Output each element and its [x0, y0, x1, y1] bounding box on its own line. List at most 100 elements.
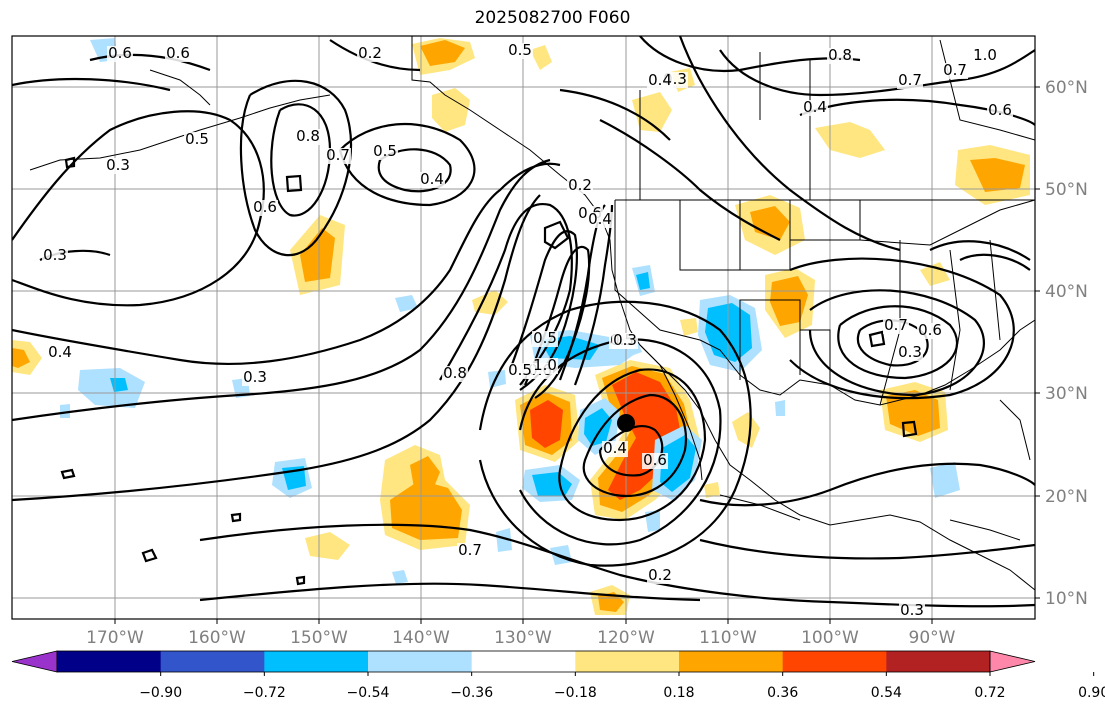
- contour-label: 0.6: [108, 44, 132, 62]
- colorbar: [11, 650, 1036, 673]
- contour-label: 0.3: [43, 246, 67, 264]
- shade-orange: [970, 158, 1025, 192]
- contour-label-bg: [165, 46, 191, 62]
- contour-label: 0.7: [884, 316, 908, 334]
- lon-tick-label: 170°W: [86, 628, 144, 648]
- contour-label-bg: [252, 200, 278, 216]
- contour-label-bg: [612, 333, 638, 349]
- colorbar-segment: [782, 651, 887, 672]
- colorbar-tick-label: 0.36: [767, 685, 798, 701]
- lon-tick-label: 140°W: [392, 628, 450, 648]
- contour-label: 1.0: [533, 356, 557, 374]
- shade-orange: [410, 456, 440, 492]
- shade-yellow: [432, 88, 470, 132]
- shade-orange: [420, 40, 465, 66]
- contour-label: 0.4: [588, 210, 612, 228]
- colorbar-tick-label: 0.90: [1078, 685, 1105, 701]
- colorbar-segment: [264, 651, 369, 672]
- contour-label-bg: [47, 345, 73, 361]
- shade-orange: [598, 592, 624, 612]
- shade-orange: [300, 228, 335, 282]
- colorbar-tick-label: −0.90: [139, 685, 182, 701]
- contour-label: 0.3: [243, 368, 267, 386]
- contour-label-bg: [184, 132, 210, 148]
- shade-cyan: [584, 408, 612, 446]
- contour-label: 0.4: [648, 71, 672, 89]
- contour-label: 0.4: [803, 98, 827, 116]
- colorbar-tick-label: −0.54: [347, 685, 390, 701]
- coastlines-and-borders: [29, 36, 1035, 591]
- colorbar-extend-low: [11, 650, 58, 673]
- contour-label-bg: [532, 331, 558, 347]
- colorbar-segment: [57, 651, 162, 672]
- shade-yellow: [920, 262, 950, 286]
- contour-label: 0.6: [988, 101, 1012, 119]
- contour-label: 0.8: [296, 127, 320, 145]
- lat-tick-label: 30°N: [1045, 384, 1088, 404]
- contour-label-bg: [419, 172, 445, 188]
- shade-orange: [750, 206, 790, 240]
- contour-label-bg: [242, 370, 268, 386]
- lon-tick-label: 90°W: [909, 628, 956, 648]
- shade-yellow: [704, 482, 720, 498]
- lat-tick-label: 20°N: [1045, 487, 1088, 507]
- contour-label-bg: [325, 148, 351, 164]
- contour-label-bg: [442, 366, 468, 382]
- colorbar-segment: [368, 651, 473, 672]
- contour-label: 0.8: [443, 364, 467, 382]
- contour-label-bg: [587, 212, 613, 228]
- colorbar-segment: [886, 651, 991, 672]
- contour-label-bg: [897, 73, 923, 89]
- contour-label: 0.6: [918, 321, 942, 339]
- shade-lightblue: [775, 400, 785, 416]
- shade-red: [530, 400, 563, 448]
- shade-lightblue: [930, 462, 960, 498]
- colorbar-tick-label: 0.72: [974, 685, 1005, 701]
- storm-center-marker: [617, 414, 635, 432]
- lon-tick-label: 160°W: [188, 628, 246, 648]
- contour-label-bg: [602, 441, 628, 457]
- colorbar-tick-label: −0.36: [450, 685, 493, 701]
- contour-label-bg: [532, 358, 558, 374]
- colorbar-tick-label: 0.18: [663, 685, 694, 701]
- contour-label: 0.3: [106, 156, 130, 174]
- contour-label-bg: [507, 363, 533, 379]
- contour-label-bg: [457, 543, 483, 559]
- lat-tick-label: 40°N: [1045, 282, 1088, 302]
- contour-label-bg: [647, 73, 673, 89]
- colorbar-segment: [575, 651, 680, 672]
- colorbar-tick-label: −0.72: [243, 685, 286, 701]
- shade-yellow: [732, 412, 760, 448]
- contour-label: 0.5: [533, 329, 557, 347]
- contour-label-bg: [507, 43, 533, 59]
- contour-label: 0.6: [253, 198, 277, 216]
- latitude-tick-labels: 60°N 50°N 40°N 30°N 20°N 10°N: [1035, 78, 1088, 609]
- shade-orange: [886, 390, 940, 436]
- contour-label: 0.5: [373, 142, 397, 160]
- contour-label-bg: [897, 345, 923, 361]
- contour-label-bg: [802, 100, 828, 116]
- shade-cyan: [636, 272, 650, 290]
- contour-label: 1.0: [973, 46, 997, 64]
- contour-label: 0.3: [613, 331, 637, 349]
- lon-tick-label: 110°W: [699, 628, 757, 648]
- colorbar-extend-high: [989, 650, 1036, 673]
- lon-tick-label: 130°W: [494, 628, 552, 648]
- contour-label-bg: [942, 63, 968, 79]
- contour-label-bg: [647, 568, 673, 584]
- lat-tick-label: 60°N: [1045, 78, 1088, 98]
- contour-label: 0.7: [326, 146, 350, 164]
- lat-tick-label: 10°N: [1045, 589, 1088, 609]
- contour-label-bg: [295, 129, 321, 145]
- shade-yellow: [632, 92, 672, 132]
- shade-orange: [12, 348, 30, 368]
- contour-label: 0.3: [900, 601, 924, 619]
- contour-label: 0.6: [643, 451, 667, 469]
- contour-label-bg: [987, 103, 1013, 119]
- contour-label: 0.2: [568, 176, 592, 194]
- contour-label: 0.5: [185, 130, 209, 148]
- contour-label: 0.7: [943, 61, 967, 79]
- lon-tick-label: 120°W: [597, 628, 655, 648]
- shade-yellow: [305, 532, 350, 560]
